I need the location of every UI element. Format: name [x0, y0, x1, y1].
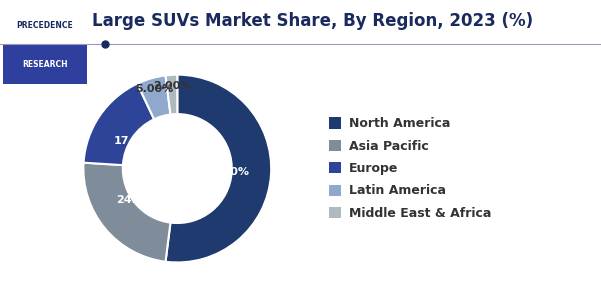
Text: 2.00%: 2.00%	[153, 81, 191, 91]
FancyBboxPatch shape	[3, 6, 87, 45]
Wedge shape	[165, 75, 271, 262]
Wedge shape	[84, 163, 171, 262]
Text: 5.00%: 5.00%	[135, 84, 173, 94]
Text: Large SUVs Market Share, By Region, 2023 (%): Large SUVs Market Share, By Region, 2023…	[92, 12, 533, 30]
Wedge shape	[165, 75, 177, 114]
Text: 24.00%: 24.00%	[117, 195, 163, 205]
FancyBboxPatch shape	[3, 6, 87, 84]
Text: RESEARCH: RESEARCH	[22, 60, 68, 69]
Text: 52.00%: 52.00%	[203, 167, 249, 177]
Wedge shape	[84, 84, 154, 165]
Text: 17.00%: 17.00%	[114, 136, 160, 146]
Text: PRECEDENCE: PRECEDENCE	[17, 21, 73, 30]
Wedge shape	[137, 75, 171, 119]
Legend: North America, Asia Pacific, Europe, Latin America, Middle East & Africa: North America, Asia Pacific, Europe, Lat…	[323, 112, 496, 225]
FancyBboxPatch shape	[3, 45, 87, 84]
